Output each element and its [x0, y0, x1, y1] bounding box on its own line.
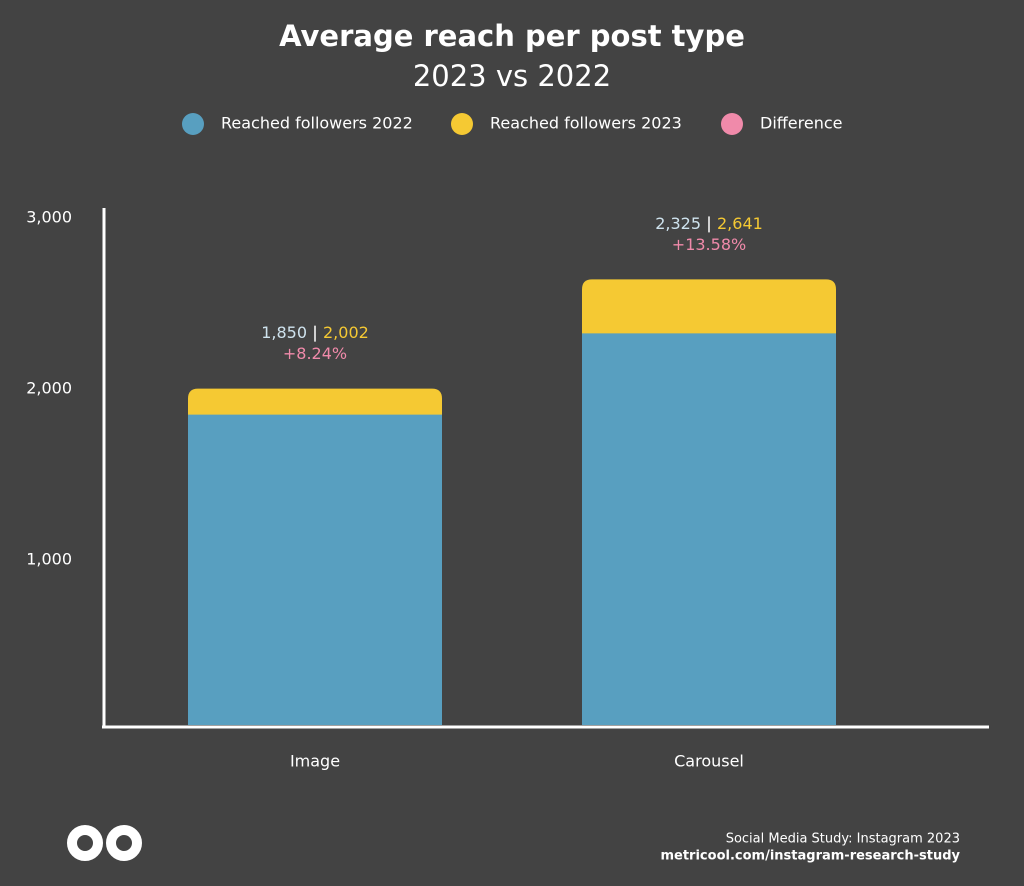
y-tick-label: 1,000: [26, 550, 72, 569]
y-tick-label: 2,000: [26, 379, 72, 398]
data-label: 1,850: [261, 323, 307, 342]
chart-title: Average reach per post type: [279, 19, 745, 53]
legend-swatch: [182, 113, 204, 135]
x-tick-label: Carousel: [674, 752, 744, 771]
bar: [188, 414, 442, 725]
data-label: +8.24%: [283, 344, 347, 363]
data-label: +13.58%: [672, 235, 746, 254]
x-tick-label: Image: [290, 752, 340, 771]
bar: [582, 333, 836, 725]
legend-label: Reached followers 2022: [221, 114, 413, 133]
legend-swatch: [451, 113, 473, 135]
chart-subtitle: 2023 vs 2022: [413, 59, 611, 93]
data-label: 2,002: [323, 323, 369, 342]
source: Social Media Study: Instagram 2023: [726, 832, 960, 847]
legend-swatch: [721, 113, 743, 135]
data-label: 2,641: [717, 214, 763, 233]
logo: [67, 825, 142, 861]
legend-label: Difference: [760, 114, 842, 133]
data-label: 2,325: [655, 214, 701, 233]
source-url: metricool.com/instagram-research-study: [660, 849, 960, 864]
y-tick-label: 3,000: [26, 208, 72, 227]
legend-label: Reached followers 2023: [490, 114, 682, 133]
